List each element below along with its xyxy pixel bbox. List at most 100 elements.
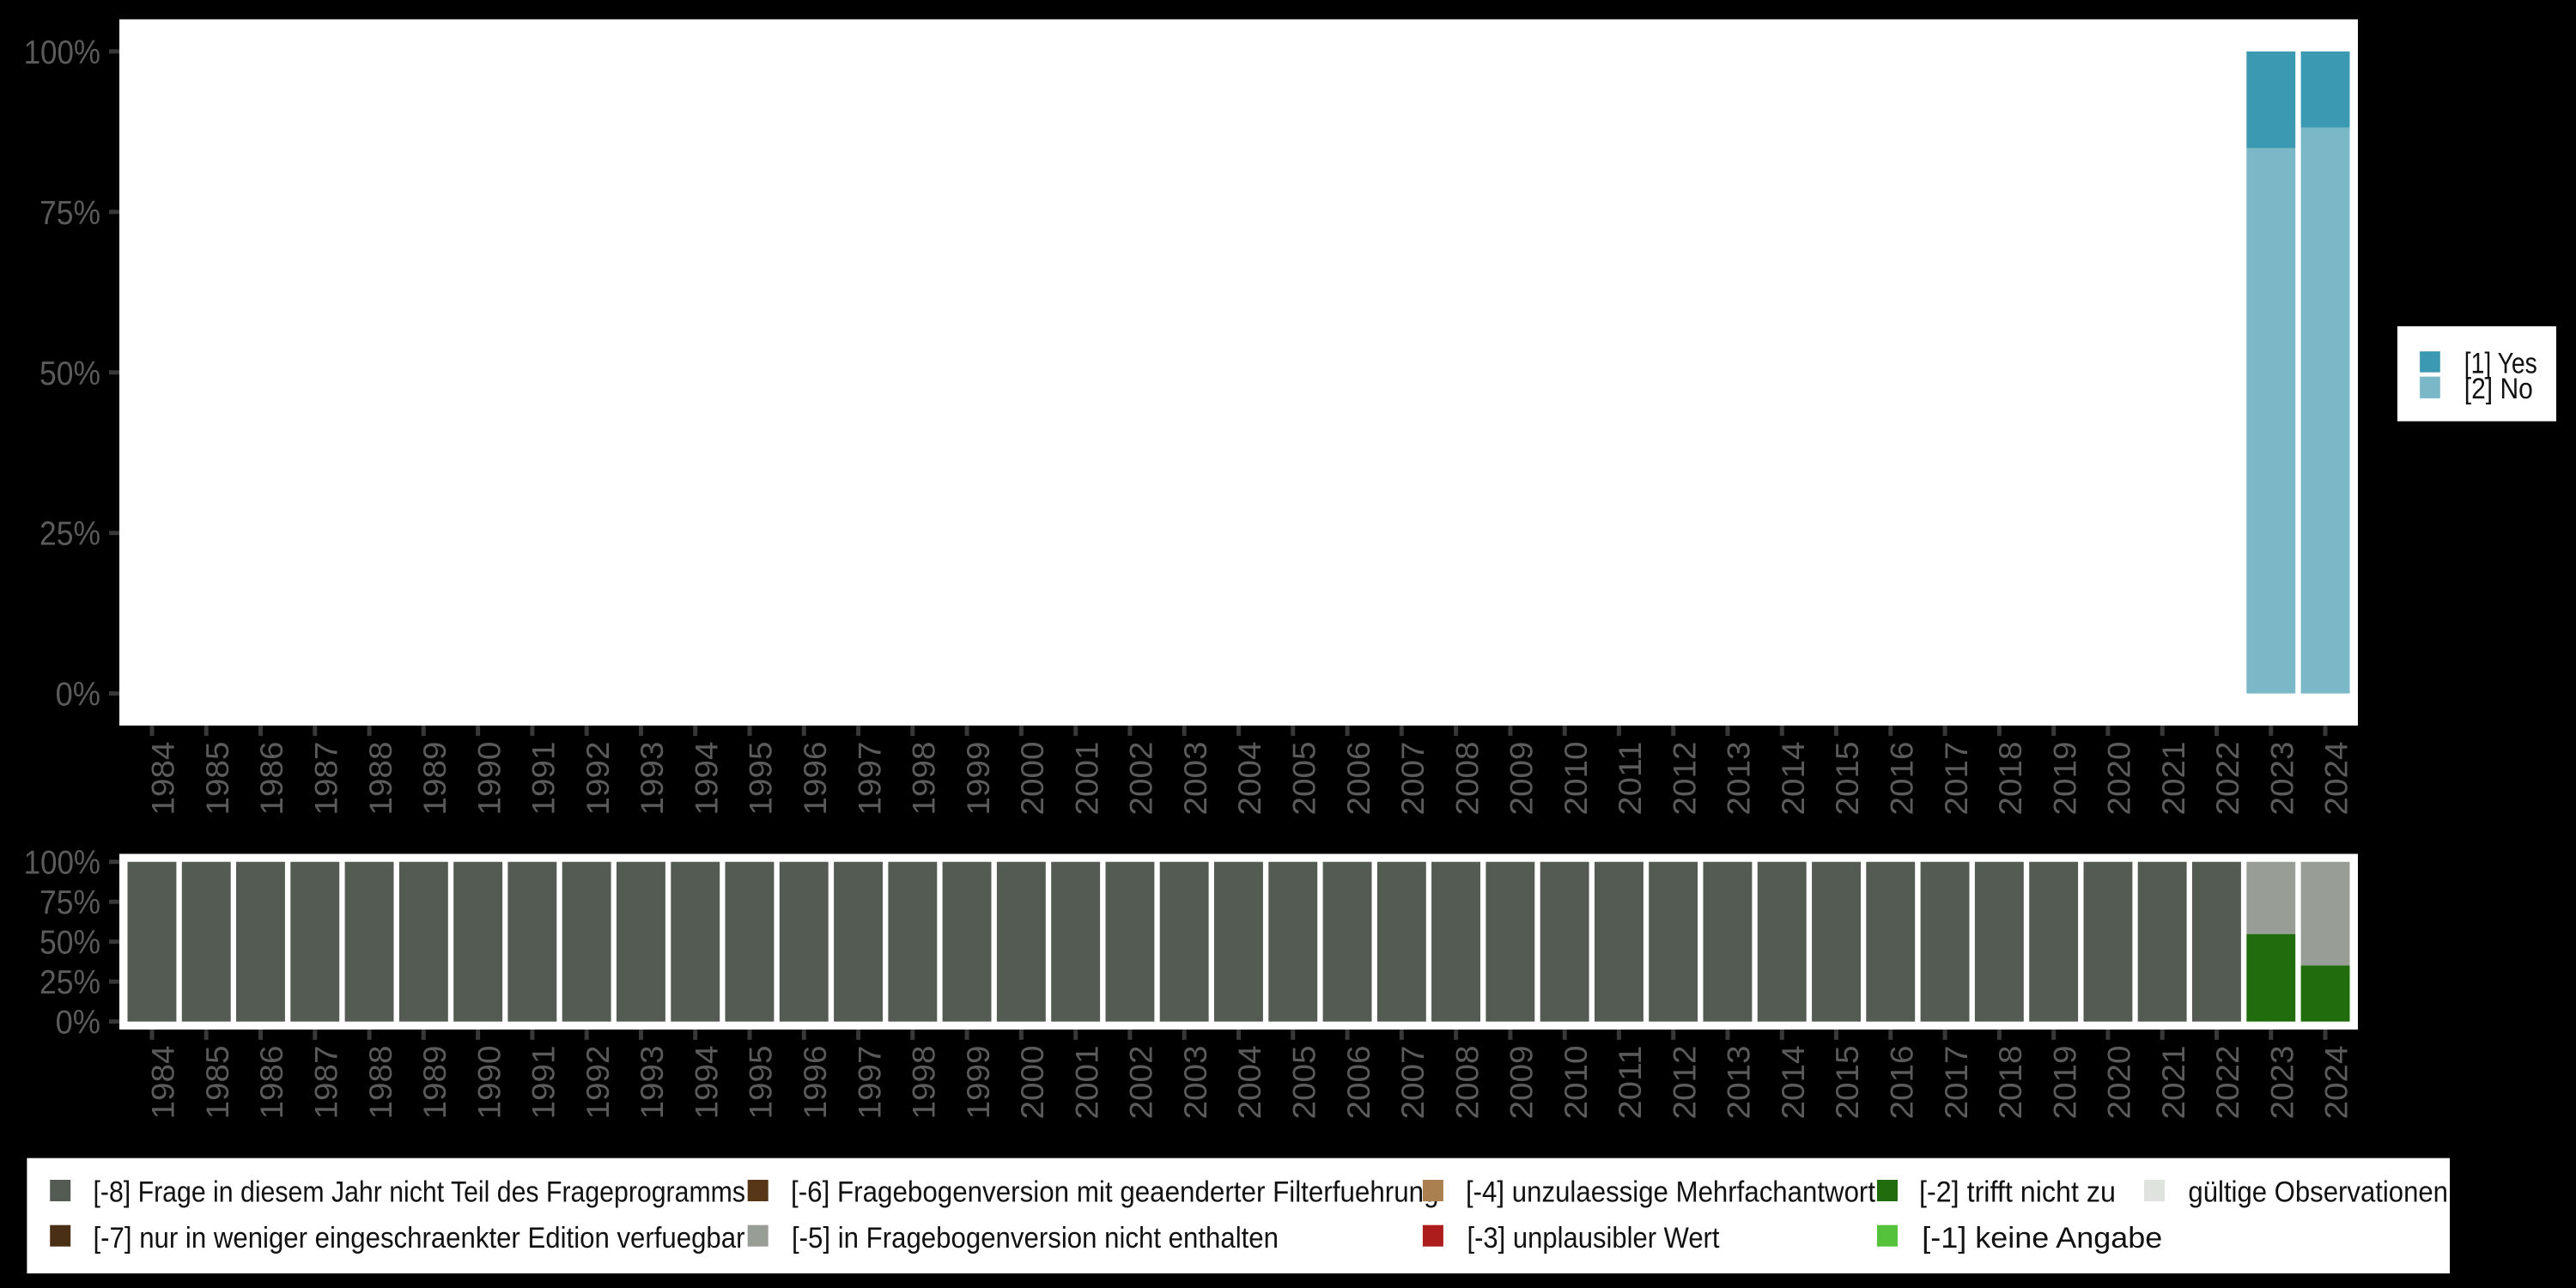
svg-text:2014: 2014 [1776, 742, 1811, 816]
svg-text:0%: 0% [56, 677, 100, 714]
svg-text:2013: 2013 [1722, 1046, 1757, 1120]
svg-text:2017: 2017 [1939, 1046, 1974, 1120]
svg-text:2003: 2003 [1178, 742, 1213, 816]
svg-text:1989: 1989 [417, 742, 453, 816]
svg-text:1994: 1994 [689, 742, 724, 816]
svg-text:2015: 2015 [1830, 1046, 1865, 1120]
svg-text:1999: 1999 [961, 1046, 996, 1120]
svg-text:25%: 25% [39, 964, 100, 1001]
svg-text:2006: 2006 [1341, 742, 1376, 816]
svg-text:1991: 1991 [526, 742, 562, 816]
svg-text:2013: 2013 [1722, 742, 1757, 816]
svg-text:2021: 2021 [2156, 742, 2191, 816]
svg-text:1992: 1992 [580, 742, 616, 816]
svg-text:1986: 1986 [254, 1046, 289, 1120]
svg-text:2005: 2005 [1287, 742, 1322, 816]
svg-text:2000: 2000 [1015, 1046, 1050, 1120]
svg-text:1993: 1993 [635, 1046, 670, 1120]
svg-text:100%: 100% [24, 845, 100, 882]
svg-text:2005: 2005 [1287, 1046, 1322, 1120]
svg-text:1997: 1997 [852, 742, 887, 816]
svg-text:2008: 2008 [1449, 1046, 1485, 1120]
svg-text:1987: 1987 [309, 1046, 344, 1120]
svg-text:1984: 1984 [146, 742, 181, 816]
svg-text:[-5] in Fragebogenversion nich: [-5] in Fragebogenversion nicht enthalte… [792, 1222, 1279, 1255]
svg-text:1998: 1998 [907, 742, 942, 816]
svg-text:[-3] unplausibler Wert: [-3] unplausibler Wert [1467, 1222, 1720, 1255]
svg-text:2009: 2009 [1504, 742, 1540, 816]
svg-text:1997: 1997 [852, 1046, 887, 1120]
svg-text:2004: 2004 [1232, 742, 1267, 816]
svg-text:gültige Observationen: gültige Observationen [2188, 1176, 2448, 1209]
svg-text:1989: 1989 [417, 1046, 453, 1120]
svg-text:2008: 2008 [1449, 742, 1485, 816]
svg-text:2011: 2011 [1613, 1046, 1648, 1120]
svg-text:2012: 2012 [1667, 742, 1702, 816]
svg-text:2015: 2015 [1830, 742, 1865, 816]
svg-text:2007: 2007 [1395, 1046, 1431, 1120]
svg-text:2024: 2024 [2319, 742, 2354, 816]
svg-text:1999: 1999 [961, 742, 996, 816]
svg-text:2011: 2011 [1613, 742, 1648, 816]
svg-text:[-8] Frage in diesem Jahr nich: [-8] Frage in diesem Jahr nicht Teil des… [94, 1176, 746, 1209]
svg-text:0%: 0% [56, 1005, 100, 1042]
svg-text:[2] No: [2] No [2464, 373, 2533, 405]
svg-text:[-7] nur in weniger eingeschra: [-7] nur in weniger eingeschraenkter Edi… [94, 1222, 745, 1255]
svg-text:1987: 1987 [309, 742, 344, 816]
svg-text:2024: 2024 [2319, 1046, 2354, 1120]
svg-text:2023: 2023 [2265, 1046, 2300, 1120]
svg-text:1985: 1985 [200, 1046, 235, 1120]
svg-text:2021: 2021 [2156, 1046, 2191, 1120]
svg-text:2022: 2022 [2210, 742, 2245, 816]
svg-text:2019: 2019 [2047, 1046, 2082, 1120]
svg-text:1998: 1998 [907, 1046, 942, 1120]
svg-text:2010: 2010 [1558, 742, 1594, 816]
svg-text:2022: 2022 [2210, 1046, 2245, 1120]
svg-text:2023: 2023 [2265, 742, 2300, 816]
svg-text:1988: 1988 [363, 742, 398, 816]
svg-text:2017: 2017 [1939, 742, 1974, 816]
svg-text:2006: 2006 [1341, 1046, 1376, 1120]
svg-text:2020: 2020 [2102, 742, 2137, 816]
svg-text:1991: 1991 [526, 1046, 562, 1120]
svg-text:2018: 2018 [1993, 742, 2028, 816]
svg-text:1995: 1995 [744, 742, 779, 816]
svg-text:100%: 100% [24, 34, 100, 71]
svg-text:[-2] trifft nicht zu: [-2] trifft nicht zu [1919, 1176, 2116, 1209]
svg-text:2012: 2012 [1667, 1046, 1702, 1120]
svg-text:2010: 2010 [1558, 1046, 1594, 1120]
svg-text:1995: 1995 [744, 1046, 779, 1120]
svg-text:1984: 1984 [146, 1046, 181, 1120]
svg-text:1986: 1986 [254, 742, 289, 816]
svg-text:1985: 1985 [200, 742, 235, 816]
svg-text:2020: 2020 [2102, 1046, 2137, 1120]
svg-text:2003: 2003 [1178, 1046, 1213, 1120]
svg-text:2018: 2018 [1993, 1046, 2028, 1120]
svg-text:[1] Yes: [1] Yes [2464, 348, 2537, 380]
svg-text:1990: 1990 [471, 1046, 507, 1120]
svg-text:2016: 2016 [1885, 1046, 1920, 1120]
svg-text:2001: 2001 [1069, 1046, 1104, 1120]
svg-text:25%: 25% [39, 516, 100, 553]
svg-text:75%: 75% [39, 884, 100, 921]
svg-text:2019: 2019 [2047, 742, 2082, 816]
svg-text:[-6] Fragebogenversion mit gea: [-6] Fragebogenversion mit geaenderter F… [791, 1176, 1439, 1209]
svg-text:2014: 2014 [1776, 1046, 1811, 1120]
svg-text:[-1] keine Angabe: [-1] keine Angabe [1922, 1222, 2162, 1255]
svg-text:75%: 75% [39, 195, 100, 232]
svg-text:2001: 2001 [1069, 742, 1104, 816]
svg-text:50%: 50% [39, 925, 100, 962]
svg-text:1992: 1992 [580, 1046, 616, 1120]
svg-text:2009: 2009 [1504, 1046, 1540, 1120]
svg-text:1996: 1996 [798, 1046, 833, 1120]
svg-text:2007: 2007 [1395, 742, 1431, 816]
svg-text:1990: 1990 [471, 742, 507, 816]
svg-text:2002: 2002 [1124, 1046, 1159, 1120]
svg-text:2002: 2002 [1124, 742, 1159, 816]
svg-text:1996: 1996 [798, 742, 833, 816]
svg-text:1988: 1988 [363, 1046, 398, 1120]
svg-text:2000: 2000 [1015, 742, 1050, 816]
svg-text:1993: 1993 [635, 742, 670, 816]
svg-text:2016: 2016 [1885, 742, 1920, 816]
svg-text:[-4] unzulaessige Mehrfachantw: [-4] unzulaessige Mehrfachantwort [1466, 1176, 1876, 1209]
